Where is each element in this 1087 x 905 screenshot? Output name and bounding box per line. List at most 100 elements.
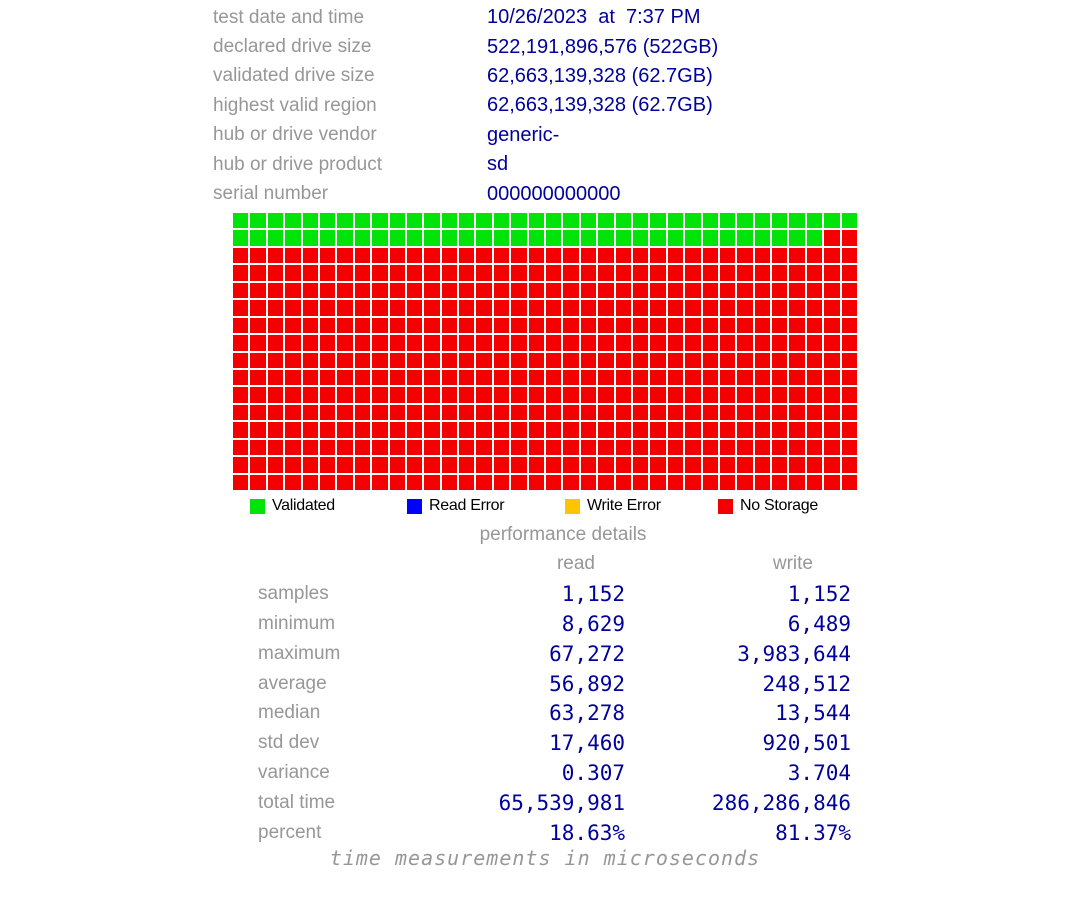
grid-cell-validated xyxy=(250,213,266,229)
grid-cell-no-storage xyxy=(354,369,371,386)
grid-cell-no-storage xyxy=(650,317,666,334)
grid-cell-no-storage xyxy=(806,387,823,403)
grid-cell-no-storage xyxy=(754,457,771,473)
grid-cell-no-storage xyxy=(719,404,736,421)
grid-cell-no-storage xyxy=(546,282,562,299)
grid-cell-no-storage xyxy=(650,474,666,490)
grid-cell-no-storage xyxy=(719,352,736,368)
grid-cell-no-storage xyxy=(285,247,301,264)
grid-cell-no-storage xyxy=(493,387,510,403)
grid-cell-no-storage xyxy=(667,439,684,456)
grid-cell-no-storage xyxy=(685,282,701,299)
grid-cell-validated xyxy=(685,230,701,246)
grid-cell-no-storage xyxy=(250,387,266,403)
grid-cell-no-storage xyxy=(319,335,336,351)
read-error-swatch-icon xyxy=(407,498,422,514)
legend-label: No Storage xyxy=(740,497,818,514)
grid-cell-validated xyxy=(233,213,249,229)
grid-cell-no-storage xyxy=(459,369,475,386)
grid-cell-no-storage xyxy=(598,404,614,421)
grid-cell-no-storage xyxy=(667,387,684,403)
grid-cell-no-storage xyxy=(389,369,405,386)
grid-cell-no-storage xyxy=(337,317,353,334)
grid-cell-no-storage xyxy=(632,300,649,316)
grid-cell-no-storage xyxy=(372,369,388,386)
grid-cell-no-storage xyxy=(354,387,371,403)
grid-cell-no-storage xyxy=(389,247,405,264)
grid-cell-no-storage xyxy=(511,422,527,438)
grid-cell-validated xyxy=(511,213,527,229)
grid-cell-no-storage xyxy=(354,282,371,299)
grid-cell-no-storage xyxy=(685,335,701,351)
grid-cell-no-storage xyxy=(250,474,266,490)
grid-cell-no-storage xyxy=(302,317,318,334)
grid-cell-no-storage xyxy=(267,265,284,281)
info-row-declared-size: declared drive size 522,191,896,576 (522… xyxy=(213,32,718,61)
grid-cell-no-storage xyxy=(789,387,805,403)
grid-cell-no-storage xyxy=(459,247,475,264)
grid-cell-no-storage xyxy=(615,369,631,386)
grid-cell-no-storage xyxy=(685,404,701,421)
grid-cell-no-storage xyxy=(615,422,631,438)
grid-cell-no-storage xyxy=(789,422,805,438)
grid-cell-no-storage xyxy=(806,335,823,351)
info-label: test date and time xyxy=(213,6,365,28)
grid-cell-validated xyxy=(841,213,857,229)
grid-cell-no-storage xyxy=(493,352,510,368)
grid-cell-no-storage xyxy=(319,352,336,368)
grid-cell-no-storage xyxy=(250,422,266,438)
grid-cell-no-storage xyxy=(493,282,510,299)
grid-cell-no-storage xyxy=(580,352,597,368)
grid-cell-no-storage xyxy=(580,474,597,490)
grid-cell-no-storage xyxy=(476,265,492,281)
grid-cell-no-storage xyxy=(233,352,249,368)
grid-cell-no-storage xyxy=(233,265,249,281)
grid-cell-no-storage xyxy=(719,265,736,281)
info-row-vendor: hub or drive vendor generic- xyxy=(213,121,718,150)
grid-cell-no-storage xyxy=(737,369,753,386)
grid-cell-no-storage xyxy=(615,457,631,473)
grid-cell-no-storage xyxy=(337,387,353,403)
grid-cell-no-storage xyxy=(511,247,527,264)
grid-cell-no-storage xyxy=(546,387,562,403)
grid-cell-validated xyxy=(598,213,614,229)
grid-cell-no-storage xyxy=(493,247,510,264)
table-row-maximum: maximum 67,272 3,983,644 xyxy=(258,639,851,669)
drive-map xyxy=(233,213,857,490)
table-row-std-dev: std dev 17,460 920,501 xyxy=(258,728,851,758)
grid-cell-no-storage xyxy=(406,369,423,386)
grid-cell-no-storage xyxy=(285,369,301,386)
grid-cell-no-storage xyxy=(441,317,458,334)
grid-cell-no-storage xyxy=(789,335,805,351)
grid-cell-no-storage xyxy=(598,387,614,403)
grid-cell-no-storage xyxy=(841,422,857,438)
grid-cell-no-storage xyxy=(285,404,301,421)
grid-cell-no-storage xyxy=(789,369,805,386)
grid-cell-no-storage xyxy=(580,282,597,299)
grid-cell-no-storage xyxy=(267,457,284,473)
row-label: std dev xyxy=(258,732,320,754)
grid-cell-validated xyxy=(476,230,492,246)
grid-cell-no-storage xyxy=(667,317,684,334)
grid-cell-no-storage xyxy=(841,300,857,316)
grid-cell-no-storage xyxy=(702,317,718,334)
grid-cell-no-storage xyxy=(667,282,684,299)
grid-cell-no-storage xyxy=(233,404,249,421)
grid-cell-no-storage xyxy=(267,422,284,438)
grid-cell-validated xyxy=(546,230,562,246)
grid-cell-no-storage xyxy=(424,422,440,438)
grid-cell-no-storage xyxy=(563,352,579,368)
grid-cell-validated xyxy=(702,230,718,246)
grid-cell-no-storage xyxy=(841,247,857,264)
grid-cell-no-storage xyxy=(285,335,301,351)
grid-cell-no-storage xyxy=(789,317,805,334)
grid-cell-no-storage xyxy=(772,352,788,368)
grid-cell-no-storage xyxy=(806,247,823,264)
grid-cell-no-storage xyxy=(563,317,579,334)
grid-cell-no-storage xyxy=(511,265,527,281)
grid-cell-no-storage xyxy=(424,265,440,281)
grid-cell-no-storage xyxy=(354,247,371,264)
grid-cell-validated xyxy=(302,213,318,229)
grid-cell-no-storage xyxy=(719,457,736,473)
grid-cell-validated xyxy=(598,230,614,246)
